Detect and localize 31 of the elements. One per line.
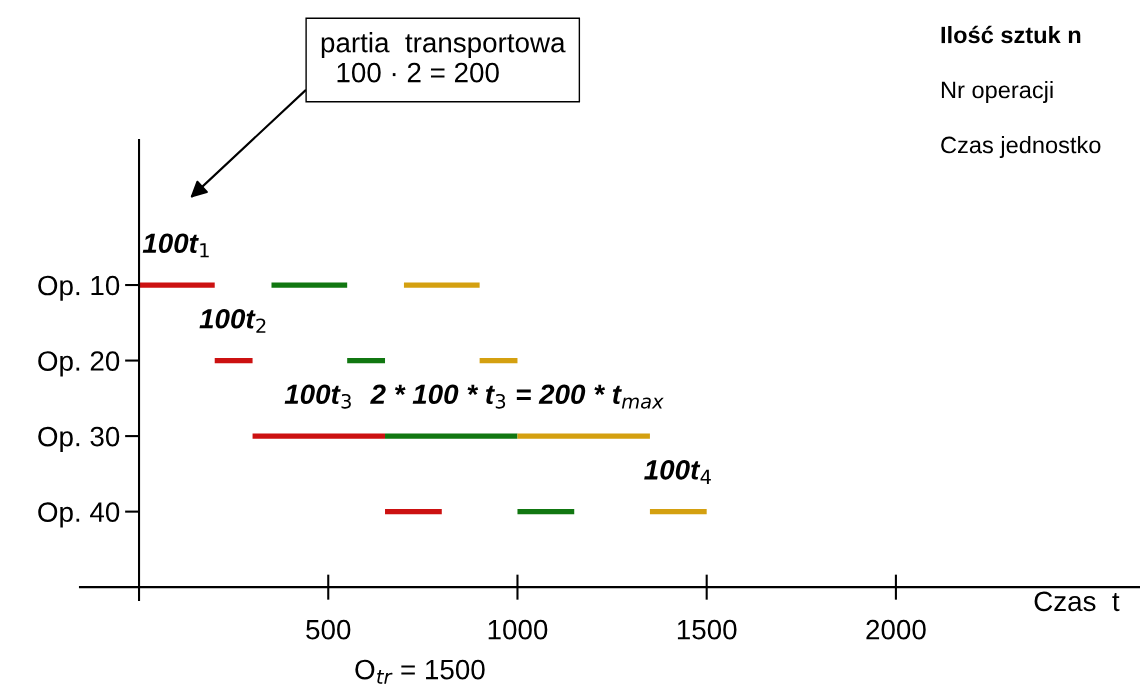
annotation: 100t$_{1}$ (142, 233, 209, 258)
bar (252, 433, 386, 439)
bar (385, 508, 442, 515)
annotation: 100t$_{2}$ (199, 308, 266, 333)
x-axis-title: Czas t (1034, 591, 1120, 612)
text: O$_{tr}$ = 1500 (355, 659, 485, 684)
y-tick-label: Op. 20 (38, 351, 120, 377)
y-tick-label: Op. 40 (38, 502, 120, 528)
annotation: 100t$_{4}$ (644, 459, 711, 484)
x-tick-label: 500 (306, 619, 351, 640)
x-tick-label: 2000 (866, 619, 926, 640)
bar (403, 282, 480, 288)
text: Ilość sztuk n (941, 25, 1081, 44)
bar (214, 357, 253, 364)
y-tick-label: Op. 30 (38, 426, 120, 452)
bar (517, 508, 575, 515)
bar (479, 357, 518, 364)
bar (347, 357, 386, 364)
text: Czas jednostko (941, 136, 1101, 158)
x-tick-label: 1500 (677, 619, 737, 640)
x-tick-label: 1000 (488, 619, 548, 640)
y-tick-label: Op. 10 (38, 275, 120, 301)
bar (139, 282, 215, 288)
bar (271, 282, 348, 288)
annotation: 2 * 100 * t$_{3}$ = 200 * t$_{max}$ (370, 384, 664, 409)
annotation: 100t$_{3}$ (284, 384, 351, 409)
bar (385, 433, 518, 439)
bar (517, 433, 650, 439)
text: Nr operacji (941, 81, 1053, 103)
text: partia transportowa 100 · 2 = 200 (321, 32, 566, 83)
bar (649, 508, 707, 515)
